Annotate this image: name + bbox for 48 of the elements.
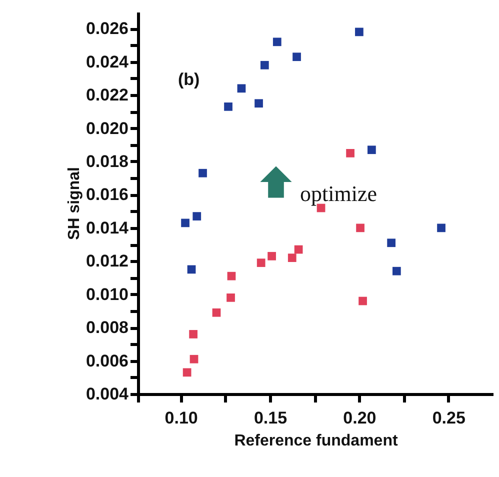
point [212, 308, 221, 317]
point [181, 218, 190, 228]
point [358, 296, 367, 306]
point [237, 84, 246, 93]
x-tick-label: 0.15 [254, 408, 288, 428]
point [190, 354, 198, 364]
point [294, 245, 303, 254]
point [227, 272, 236, 280]
y-tick-label: 0.010 [86, 284, 128, 304]
point [268, 252, 276, 260]
y-tick-label: 0.024 [86, 52, 130, 72]
y-tick-label: 0.020 [86, 118, 128, 138]
y-tick-label: 0.022 [86, 86, 128, 105]
y-tick-label: 0.014 [86, 218, 130, 238]
y-tick-label: 0.008 [86, 318, 128, 338]
x-tick-label: 0.10 [164, 408, 198, 428]
point [254, 99, 263, 108]
point [346, 148, 354, 158]
x-tick-label: 0.20 [343, 408, 376, 428]
point [224, 102, 232, 111]
y-tick-label: 0.016 [86, 185, 128, 204]
point [192, 212, 202, 220]
point [368, 146, 376, 154]
point [198, 168, 207, 178]
point [256, 258, 266, 267]
point [272, 38, 282, 46]
point [226, 293, 235, 302]
point [392, 266, 401, 276]
y-tick-label: 0.006 [86, 351, 128, 370]
point [260, 60, 269, 70]
point [189, 330, 198, 338]
y-tick-label: 0.026 [86, 19, 128, 38]
point [437, 224, 446, 232]
y-tick-label: 0.012 [86, 252, 128, 271]
x-axis-title: Reference fundament [234, 432, 398, 450]
point [355, 28, 364, 36]
y-tick-label: 0.018 [86, 152, 128, 171]
annotation: (b) [178, 70, 200, 89]
point [187, 265, 196, 274]
y-axis-title: SH signal [66, 167, 83, 240]
point [356, 224, 364, 232]
y-tick-label: 0.004 [86, 384, 130, 404]
point [387, 238, 396, 248]
point [292, 52, 301, 62]
x-tick-label: 0.25 [432, 408, 466, 428]
annotation: optimize [300, 181, 377, 206]
point [288, 254, 296, 262]
point [182, 368, 192, 377]
